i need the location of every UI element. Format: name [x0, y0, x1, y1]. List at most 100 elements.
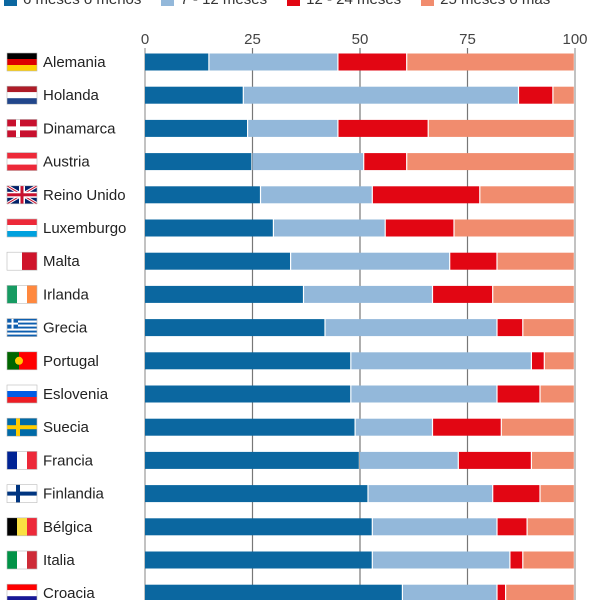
bar-segment: [355, 418, 432, 436]
bar-segment: [145, 451, 359, 469]
bar-segment: [145, 186, 260, 204]
x-tick-label: 25: [244, 31, 261, 48]
bar-segment: [368, 485, 493, 503]
flag-icon: [6, 451, 38, 470]
bar-segment: [338, 53, 407, 71]
bar-segment: [351, 352, 531, 370]
bar-segment: [261, 186, 372, 204]
country-label: Grecia: [43, 320, 88, 337]
bar-segment: [407, 53, 574, 71]
bar-segment: [145, 219, 273, 237]
bar-segment: [553, 86, 574, 104]
country-label: Irlanda: [43, 286, 90, 303]
bar-segment: [372, 186, 480, 204]
bar-segment: [325, 319, 497, 337]
bar-segment: [497, 584, 505, 600]
flag-icon: [6, 285, 38, 304]
legend-item: 25 meses o más: [421, 0, 550, 8]
country-label: Austria: [43, 154, 90, 171]
bar-segment: [480, 186, 574, 204]
bar-segment: [291, 252, 450, 270]
bar-segment: [145, 53, 209, 71]
bar-segment: [454, 219, 574, 237]
flag-icon: [6, 52, 38, 72]
legend-label: 6 meses o menos: [23, 0, 141, 8]
bar-segment: [497, 319, 523, 337]
bar-segment: [385, 219, 454, 237]
bar-segment: [145, 584, 402, 600]
legend-label: 7 - 12 meses: [180, 0, 267, 8]
bar-segment: [510, 551, 523, 569]
country-label: Malta: [43, 253, 80, 270]
flag-icon: [6, 218, 38, 238]
bar-segment: [145, 352, 351, 370]
country-label: Italia: [43, 552, 75, 569]
bar-segment: [145, 119, 247, 137]
flag-icon: [6, 85, 38, 105]
country-label: Finlandia: [43, 486, 105, 503]
legend-swatch: [4, 0, 17, 6]
flag-icon: [6, 318, 38, 337]
bar-segment: [532, 352, 544, 370]
bar-segment: [145, 252, 290, 270]
bar-segment: [493, 285, 574, 303]
legend-label: 25 meses o más: [440, 0, 550, 8]
country-label: Holanda: [43, 87, 100, 104]
country-label: Dinamarca: [43, 120, 116, 137]
x-tick-label: 50: [352, 31, 369, 48]
bar-segment: [540, 385, 574, 403]
bar-segment: [497, 518, 527, 536]
bar-segment: [145, 285, 303, 303]
bar-segment: [372, 518, 497, 536]
bar-segment: [304, 285, 432, 303]
legend: 6 meses o menos 7 - 12 meses 12 - 24 mes…: [4, 0, 550, 8]
bar-segment: [252, 153, 364, 171]
legend-item: 7 - 12 meses: [161, 0, 267, 8]
country-label: Croacia: [43, 585, 95, 600]
legend-swatch: [161, 0, 175, 6]
country-label: Portugal: [43, 353, 99, 370]
legend-label: 12 - 24 meses: [306, 0, 401, 8]
flag-icon: [6, 119, 38, 138]
bar-segment: [544, 352, 574, 370]
x-tick-label: 100: [562, 31, 587, 48]
country-label: Reino Unido: [43, 187, 126, 204]
legend-swatch: [421, 0, 435, 6]
bar-segment: [243, 86, 518, 104]
bar-segment: [497, 252, 574, 270]
flag-icon: [6, 517, 38, 537]
legend-item: 12 - 24 meses: [287, 0, 401, 8]
bar-segment: [209, 53, 338, 71]
flag-icon: [6, 351, 38, 371]
bar-segment: [501, 418, 574, 436]
bar-segment: [145, 86, 243, 104]
bar-segment: [428, 119, 574, 137]
bar-segment: [145, 319, 325, 337]
flag-icon: [6, 184, 38, 206]
bar-segment: [248, 119, 338, 137]
x-tick-label: 75: [459, 31, 476, 48]
legend-item: 6 meses o menos: [4, 0, 141, 8]
bar-segment: [433, 285, 493, 303]
country-label: Luxemburgo: [43, 220, 126, 237]
country-label: Bélgica: [43, 519, 93, 536]
country-label: Francia: [43, 452, 94, 469]
bar-segment: [523, 551, 574, 569]
x-tick-label: 0: [141, 31, 149, 48]
bar-segment: [338, 119, 428, 137]
legend-swatch: [287, 0, 301, 6]
flag-icon: [6, 417, 38, 437]
bar-segment: [364, 153, 407, 171]
bar-segment: [450, 252, 497, 270]
bar-segment: [527, 518, 574, 536]
flag-icon: [6, 550, 38, 570]
bar-segment: [523, 319, 574, 337]
bar-segment: [493, 485, 540, 503]
bar-segment: [458, 451, 531, 469]
country-label: Alemania: [43, 54, 106, 71]
flag-icon: [6, 152, 38, 171]
bar-segment: [519, 86, 553, 104]
country-label: Suecia: [43, 419, 90, 436]
bar-segment: [145, 518, 372, 536]
